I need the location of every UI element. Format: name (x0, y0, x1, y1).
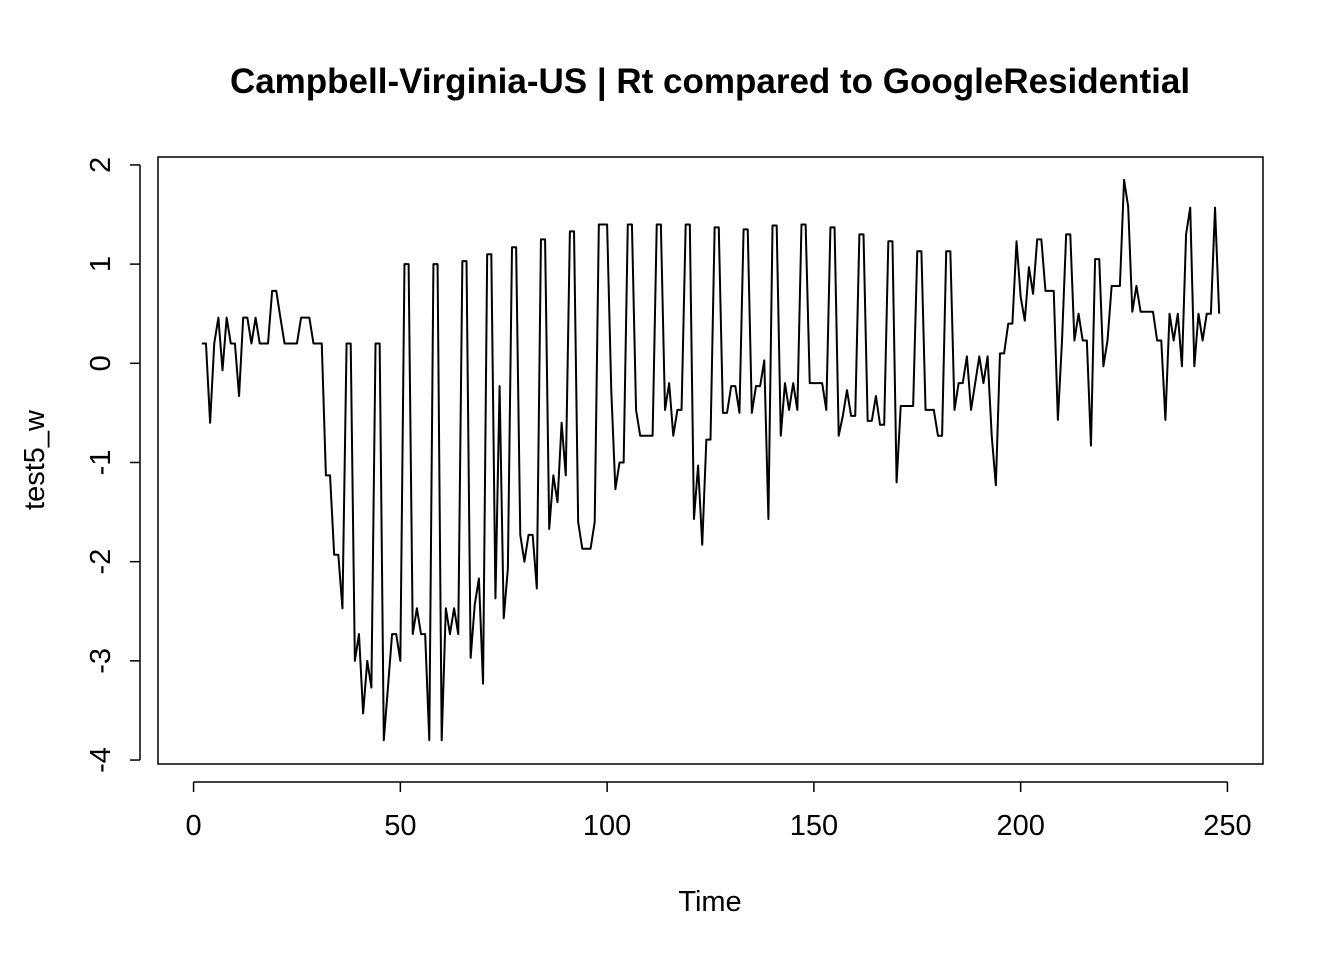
series-layer (201, 178, 1221, 742)
x-tick-label: 0 (185, 810, 201, 842)
chart-title: Campbell-Virginia-US | Rt compared to Go… (230, 62, 1190, 101)
plot-frame (157, 156, 1264, 765)
x-tick-label: 200 (996, 810, 1044, 842)
y-axis-label: test5_w (19, 409, 51, 510)
series-line (201, 178, 1221, 742)
y-tick-label: -1 (85, 450, 117, 476)
x-axis: 0 50 100 150 200 250 (185, 781, 1252, 842)
x-tick-label: 250 (1203, 810, 1251, 842)
y-tick-label: 1 (85, 256, 117, 272)
y-tick-label: 2 (85, 157, 117, 173)
y-tick-label: 0 (85, 355, 117, 371)
y-tick-label: -3 (85, 648, 117, 674)
x-tick-label: 50 (384, 810, 416, 842)
y-axis: -4 -3 -2 -1 0 1 2 (85, 157, 141, 773)
y-tick-label: -4 (85, 747, 117, 773)
y-tick-label: -2 (85, 549, 117, 575)
x-tick-label: 150 (790, 810, 838, 842)
x-tick-label: 100 (583, 810, 631, 842)
x-axis-label: Time (678, 886, 741, 918)
